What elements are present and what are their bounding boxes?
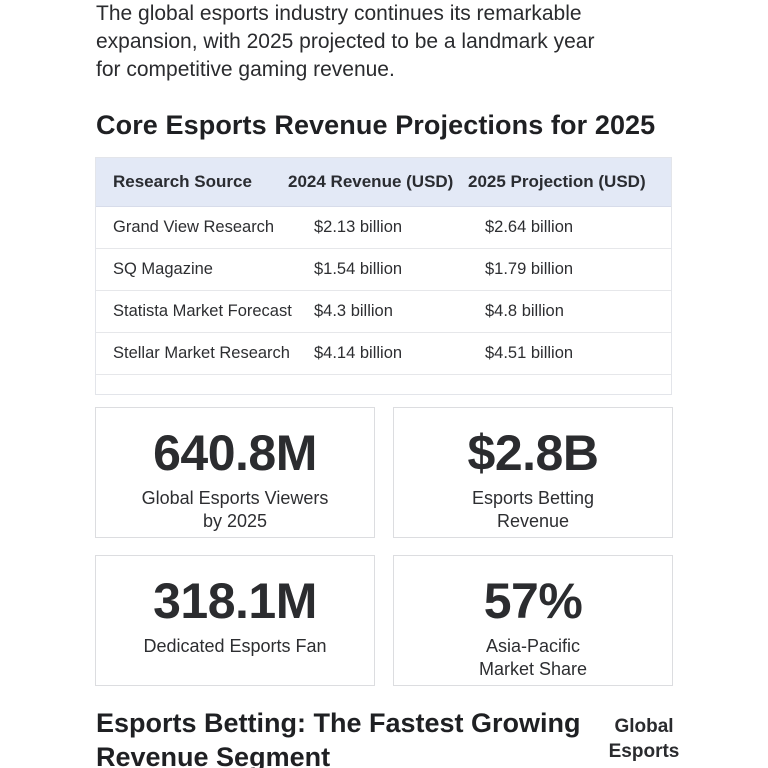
table-cell-source: SQ Magazine [113, 260, 213, 278]
intro-line: The global esports industry continues it… [96, 2, 582, 25]
stat-label-line: Global Esports Viewers [141, 488, 329, 508]
table-header-2025: 2025 Projection (USD) [468, 172, 646, 191]
table-row: Grand View Research $2.13 billion $2.64 … [96, 207, 671, 249]
stat-value: 318.1M [153, 573, 317, 629]
table-cell-2025: $1.79 billion [485, 260, 574, 278]
table-cell-2025: $4.51 billion [485, 344, 574, 362]
stat-value: 640.8M [153, 425, 317, 481]
intro-line: for competitive gaming revenue. [96, 58, 395, 81]
stat-card-betting: $2.8B Esports Betting Revenue [393, 407, 673, 538]
revenue-table: Research Source 2024 Revenue (USD) 2025 … [95, 157, 672, 395]
stat-label-line: Dedicated Esports Fan [143, 636, 327, 656]
stat-value: 57% [483, 573, 583, 629]
side-label-line: Esports [608, 741, 680, 762]
table-header-row: Research Source 2024 Revenue (USD) 2025 … [96, 158, 671, 207]
stat-label: Asia-Pacific Market Share [394, 635, 672, 681]
stat-label-line: Esports Betting [471, 488, 595, 508]
table-cell-2025: $4.8 billion [485, 302, 564, 320]
intro-paragraph: The global esports industry continues it… [96, 0, 656, 84]
table-cell-source: Statista Market Forecast [113, 302, 292, 320]
stat-label: Global Esports Viewers by 2025 [96, 487, 374, 533]
table-header-2024: 2024 Revenue (USD) [288, 172, 454, 191]
stat-card-viewers: 640.8M Global Esports Viewers by 2025 [95, 407, 375, 538]
table-cell-2024: $1.54 billion [314, 260, 403, 278]
table-cell-2024: $4.3 billion [314, 302, 393, 320]
stat-card-asia-pacific: 57% Asia-Pacific Market Share [393, 555, 673, 686]
table-row: Statista Market Forecast $4.3 billion $4… [96, 291, 671, 333]
stat-label-line: Market Share [478, 659, 588, 679]
betting-section-title-line: Esports Betting: The Fastest Growing [96, 708, 581, 738]
table-cell-2025: $2.64 billion [485, 218, 574, 236]
betting-section-title: Esports Betting: The Fastest Growing Rev… [96, 706, 596, 768]
table-header-source: Research Source [113, 172, 252, 191]
stat-value: $2.8B [467, 425, 599, 481]
intro-line: expansion, with 2025 projected to be a l… [96, 30, 595, 53]
side-label-line: Global [614, 716, 674, 737]
stat-label-line: by 2025 [202, 511, 268, 531]
table-row: SQ Magazine $1.54 billion $1.79 billion [96, 249, 671, 291]
stat-label-line: Asia-Pacific [485, 636, 581, 656]
stat-label: Esports Betting Revenue [394, 487, 672, 533]
table-cell-2024: $2.13 billion [314, 218, 403, 236]
section-title: Core Esports Revenue Projections for 202… [96, 110, 656, 140]
side-label: Global Esports [604, 714, 684, 764]
stat-card-fans: 318.1M Dedicated Esports Fan [95, 555, 375, 686]
table-row: Stellar Market Research $4.14 billion $4… [96, 333, 671, 375]
table-cell-source: Grand View Research [113, 218, 275, 236]
betting-section-title-line: Revenue Segment [96, 742, 331, 768]
stat-label-line: Revenue [496, 511, 570, 531]
table-cell-2024: $4.14 billion [314, 344, 403, 362]
stat-label: Dedicated Esports Fan [96, 635, 374, 658]
table-cell-source: Stellar Market Research [113, 344, 290, 362]
